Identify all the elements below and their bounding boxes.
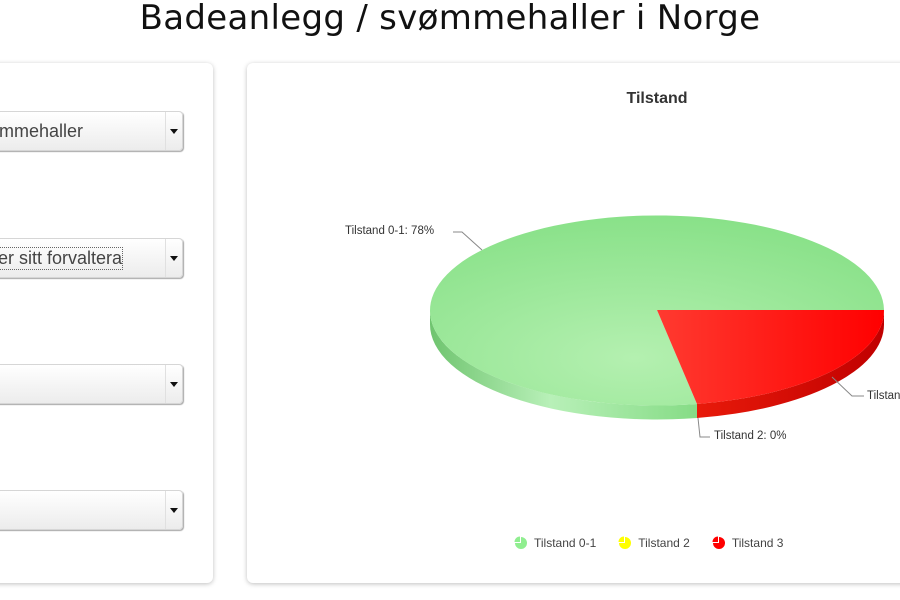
page-title: Badeanlegg / svømmehaller i Norge xyxy=(139,0,761,38)
chevron-down-icon xyxy=(165,239,182,277)
facility-type-select[interactable]: vømmehaller xyxy=(0,111,183,151)
connector-line xyxy=(831,376,864,397)
legend-item-tilstand-2[interactable]: Tilstand 2 xyxy=(618,536,690,550)
data-label-tilstand-0-1: Tilstand 0-1: 78% xyxy=(345,225,435,237)
slice-side-tilstand-0-1[interactable] xyxy=(429,310,697,420)
select-value: vømmehaller xyxy=(0,121,84,141)
chart-title-text: Tilstand xyxy=(626,90,688,107)
chevron-down-icon xyxy=(165,365,182,403)
slice-tilstand-0-1[interactable] xyxy=(430,215,884,406)
data-label-tilstand-2: Tilstand 2: 0% xyxy=(714,430,787,442)
legend-label: Tilstand 3 xyxy=(731,536,784,550)
select-value: over sitt forvaltera xyxy=(0,247,124,270)
owner-select[interactable]: over sitt forvaltera xyxy=(0,238,183,278)
municipality-select[interactable] xyxy=(0,490,183,530)
slice-tilstand-3[interactable] xyxy=(657,310,885,404)
pie-icon xyxy=(712,536,725,549)
legend-item-tilstand-3[interactable]: Tilstand 3 xyxy=(712,536,784,550)
legend-label: Tilstand 2 xyxy=(638,536,690,550)
connector-line xyxy=(697,417,710,438)
chevron-down-icon xyxy=(165,112,182,150)
legend-label: Tilstand 0-1 xyxy=(534,536,597,550)
region-select[interactable] xyxy=(0,364,183,404)
connector-line xyxy=(453,231,483,251)
filter-panel: vømmehaller over sitt forvaltera xyxy=(0,63,213,583)
slice-side-tilstand-3[interactable] xyxy=(697,310,885,418)
pie-icon xyxy=(618,536,632,549)
chevron-down-icon xyxy=(165,491,182,529)
pie-icon xyxy=(514,536,527,549)
chart-legend: Tilstand 0-1 Tilstand 2 Tilstand 3 xyxy=(514,536,783,550)
legend-item-tilstand-0-1[interactable]: Tilstand 0-1 xyxy=(514,536,596,550)
data-label-tilstand-3: Tilstand 3 xyxy=(867,390,900,402)
